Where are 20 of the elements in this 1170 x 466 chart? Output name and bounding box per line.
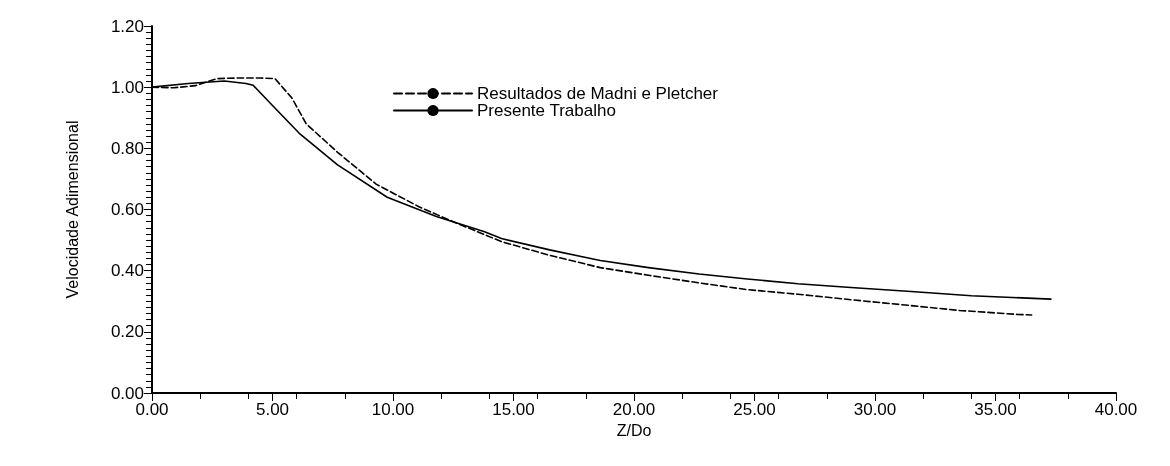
y-tick-label: 0.00 <box>110 383 144 403</box>
y-tick-label: 1.20 <box>110 16 144 36</box>
legend-label: Resultados de Madni e Pletcher <box>477 84 719 103</box>
y-tick-label: 0.80 <box>110 138 144 158</box>
y-tick-label: 0.40 <box>110 261 144 281</box>
x-tick-label: 30.00 <box>853 400 897 419</box>
x-tick-label: 5.00 <box>255 400 290 419</box>
x-tick-label: 10.00 <box>371 400 415 419</box>
x-tick-label: 25.00 <box>733 400 776 419</box>
legend-label: Presente Trabalho <box>477 101 616 120</box>
x-tick-label: 20.00 <box>612 400 656 419</box>
x-axis-title: Z/Do <box>616 422 652 440</box>
x-tick-label: 0.00 <box>135 400 169 419</box>
x-tick-label: 35.00 <box>974 400 1017 419</box>
y-tick-label: 0.60 <box>110 200 144 219</box>
y-tick-label: 1.00 <box>110 77 144 97</box>
y-axis-title: Velocidade Adimensional <box>63 120 81 299</box>
x-tick-label: 40.00 <box>1094 400 1138 419</box>
y-tick-label: 0.20 <box>110 322 144 342</box>
x-tick-label: 15.00 <box>492 400 535 419</box>
